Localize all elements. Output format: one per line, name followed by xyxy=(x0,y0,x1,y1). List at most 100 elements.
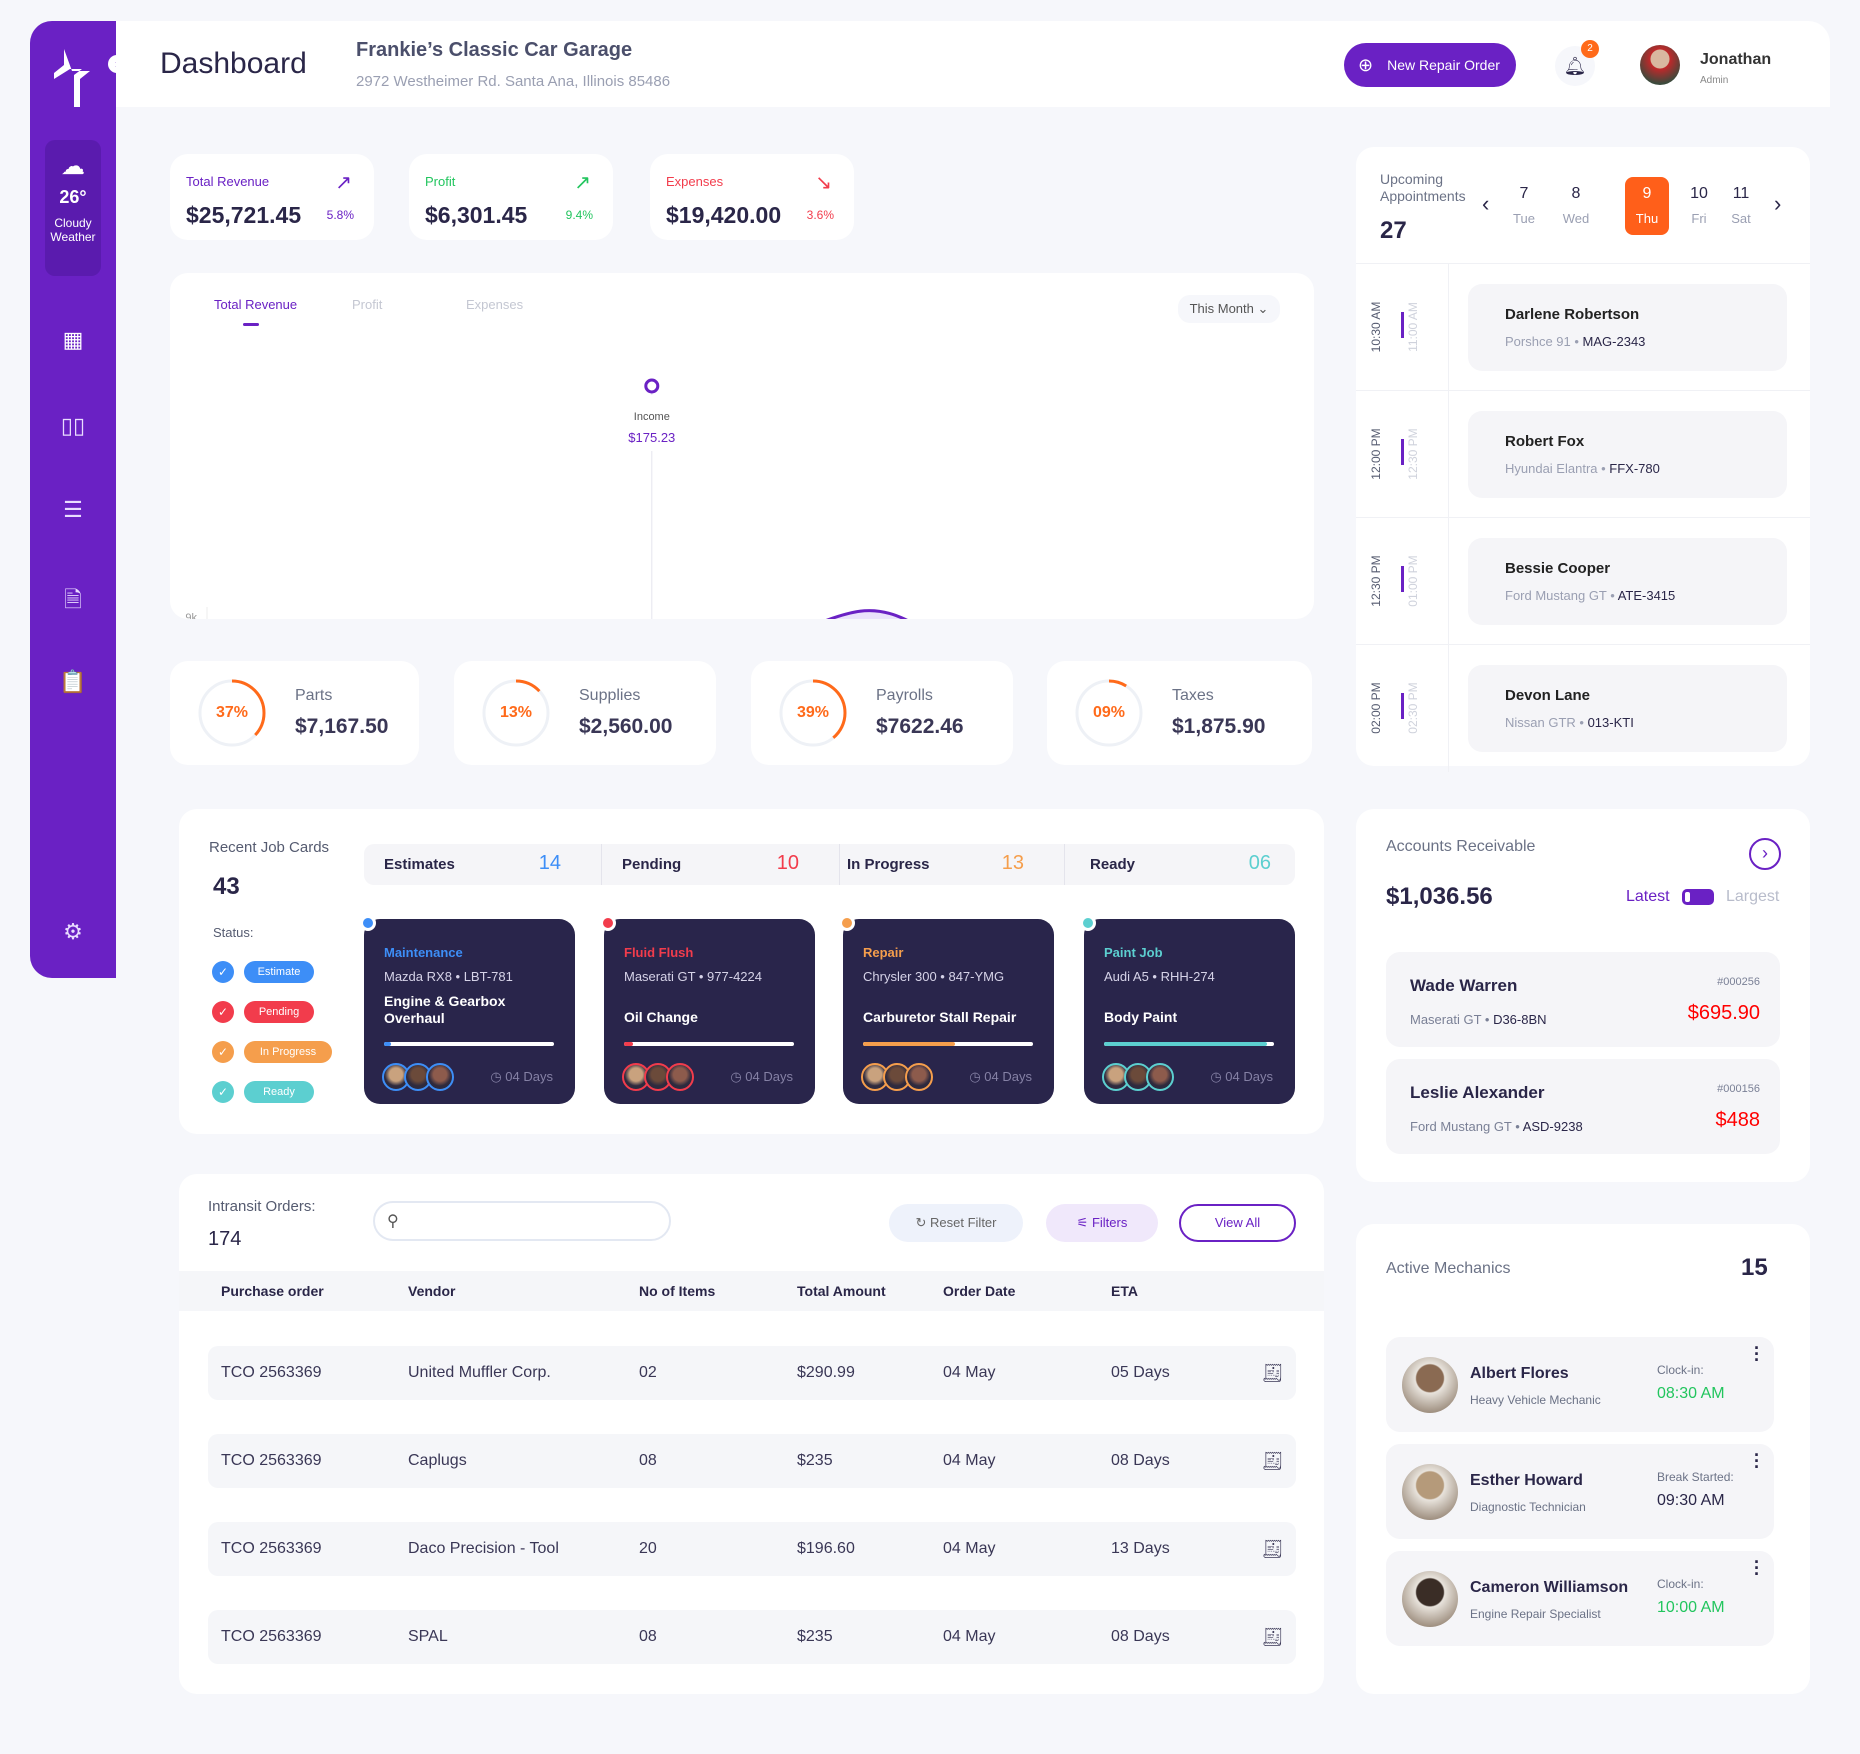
assignee-avatars xyxy=(382,1063,454,1091)
percent-ring xyxy=(1075,679,1143,747)
toggle-largest-label[interactable]: Largest xyxy=(1726,888,1780,905)
more-options-icon[interactable]: · · · xyxy=(1754,1338,1760,1370)
trend-up-arrow-icon: ↗ xyxy=(574,172,591,194)
status-filter-in-progress[interactable]: ✓ In Progress xyxy=(212,1041,332,1063)
column-header[interactable]: No of Items xyxy=(639,1283,716,1299)
status-filter-pending[interactable]: ✓ Pending xyxy=(212,1001,314,1023)
invoice-id: #000156 xyxy=(1717,1083,1760,1095)
check-icon[interactable]: ✓ xyxy=(212,1041,234,1063)
job-card[interactable]: Paint Job Audi A5 • RHH-274 Body Paint ◷… xyxy=(1080,915,1295,1104)
stat-percent: 13% xyxy=(499,704,533,721)
check-icon[interactable]: ✓ xyxy=(212,1081,234,1103)
status-filter-ready[interactable]: ✓ Ready xyxy=(212,1081,314,1103)
user-avatar[interactable] xyxy=(1640,45,1680,85)
column-header[interactable]: Purchase order xyxy=(221,1283,324,1299)
user-name[interactable]: Jonathan xyxy=(1700,51,1772,68)
appointment-row: 12:30 PM 01:00 PM Bessie Cooper Ford Mus… xyxy=(1356,517,1810,645)
filters-button[interactable]: ⚟ Filters xyxy=(1046,1204,1158,1242)
customer-name: Darlene Robertson xyxy=(1505,306,1640,323)
chart-tab[interactable]: Total Revenue xyxy=(214,297,298,312)
appointment-card[interactable]: Robert Fox Hyundai Elantra • FFX-780 xyxy=(1468,411,1787,498)
check-icon[interactable]: ✓ xyxy=(212,961,234,983)
amount-due: $695.90 xyxy=(1687,1002,1760,1024)
calendar-day[interactable]: 11 Sat xyxy=(1731,185,1751,226)
chart-tab[interactable]: Profit xyxy=(352,297,383,312)
cell: 08 Days xyxy=(1111,1628,1170,1645)
chevron-down-icon: ⌄ xyxy=(1257,301,1269,316)
job-count-in-progress[interactable]: In Progress 13 xyxy=(827,844,1065,885)
document-icon[interactable]: 🗎 xyxy=(64,587,82,612)
appointment-card[interactable]: Darlene Robertson Porshce 91 • MAG-2343 xyxy=(1468,284,1787,371)
job-card[interactable]: Maintenance Mazda RX8 • LBT-781 Engine &… xyxy=(360,915,575,1104)
tooltip-box xyxy=(606,395,697,451)
receivable-item[interactable]: Wade Warren Maserati GT • D36-8BN #00025… xyxy=(1386,952,1780,1047)
chart-tab[interactable]: Expenses xyxy=(466,297,524,312)
expense-stat-card: 37% Parts $7,167.50 xyxy=(170,661,419,765)
toggle-latest-label[interactable]: Latest xyxy=(1626,888,1670,905)
view-all-button[interactable]: View All xyxy=(1179,1204,1296,1242)
mechanics-count: 15 xyxy=(1741,1254,1768,1281)
column-header[interactable]: Total Amount xyxy=(797,1283,886,1299)
mechanic-avatar xyxy=(1402,1464,1458,1520)
orders-search-input[interactable]: ⚲ xyxy=(373,1201,671,1241)
receipt-icon[interactable]: 🧾︎ xyxy=(1261,1363,1284,1383)
job-card[interactable]: Repair Chrysler 300 • 847-YMG Carburetor… xyxy=(839,915,1054,1104)
kpi-label: Expenses xyxy=(666,174,724,189)
columns-icon[interactable]: ▯▯ xyxy=(60,413,86,438)
receipt-icon[interactable]: 🧾︎ xyxy=(1261,1451,1284,1471)
cell: Caplugs xyxy=(408,1452,467,1469)
column-header[interactable]: ETA xyxy=(1111,1283,1138,1299)
cell: TCO 2563369 xyxy=(221,1452,322,1469)
job-count-pending[interactable]: Pending 10 xyxy=(602,844,840,885)
revenue-chart: 1k3k5k7k9k9kMay 13May 14May 15May 16May … xyxy=(185,378,909,619)
dashboard-grid-icon[interactable]: ▦ xyxy=(62,327,84,352)
stat-label: Taxes xyxy=(1172,687,1214,704)
appointment-card[interactable]: Devon Lane Nissan GTR • 013-KTI xyxy=(1468,665,1787,752)
mechanic-item[interactable]: Cameron Williamson Engine Repair Special… xyxy=(1386,1551,1774,1646)
prev-day-button[interactable]: ‹ xyxy=(1482,191,1490,216)
calendar-day[interactable]: 9 Thu xyxy=(1625,177,1669,235)
clipboard-icon[interactable]: 📋 xyxy=(59,669,87,694)
receivable-next-button[interactable]: › xyxy=(1749,838,1781,870)
appointments-count: 27 xyxy=(1380,217,1407,244)
list-icon[interactable]: ☰ xyxy=(63,497,83,522)
mechanic-item[interactable]: Esther Howard Diagnostic Technician Brea… xyxy=(1386,1444,1774,1539)
receipt-icon[interactable]: 🧾︎ xyxy=(1261,1539,1284,1559)
calendar-day[interactable]: 8 Wed xyxy=(1562,185,1590,226)
range-select[interactable]: This Month ⌄ xyxy=(1178,295,1280,323)
more-options-icon[interactable]: · · · xyxy=(1754,1445,1760,1477)
sort-toggle[interactable] xyxy=(1682,889,1714,905)
receivable-title: Accounts Receivable xyxy=(1386,838,1536,855)
time-bar xyxy=(1401,566,1404,592)
calendar-day[interactable]: 7 Tue xyxy=(1513,185,1535,226)
table-row[interactable]: TCO 2563369 United Muffler Corp. 02 $290.99… xyxy=(208,1346,1296,1400)
appointments-title: Upcoming Appointments xyxy=(1380,171,1466,204)
calendar-day[interactable]: 10 Fri xyxy=(1690,185,1708,226)
chevron-right-icon: › xyxy=(1762,843,1768,863)
receivable-item[interactable]: Leslie Alexander Ford Mustang GT • ASD-9… xyxy=(1386,1059,1780,1154)
mechanic-role: Heavy Vehicle Mechanic xyxy=(1470,1393,1601,1407)
receipt-icon[interactable]: 🧾︎ xyxy=(1261,1627,1284,1647)
business-address: 2972 Westheimer Rd. Santa Ana, Illinois … xyxy=(356,73,671,90)
job-card[interactable]: Fluid Flush Maserati GT • 977-4224 Oil C… xyxy=(600,915,815,1104)
next-day-button[interactable]: › xyxy=(1774,191,1782,216)
column-header[interactable]: Vendor xyxy=(408,1283,456,1299)
table-row[interactable]: TCO 2563369 Caplugs 08 $235 04 May 08 Days 🧾︎ xyxy=(208,1434,1296,1488)
appointment-card[interactable]: Bessie Cooper Ford Mustang GT • ATE-3415 xyxy=(1468,538,1787,625)
table-row[interactable]: TCO 2563369 Daco Precision - Tool 20 $196.6… xyxy=(208,1522,1296,1576)
customer-name: Robert Fox xyxy=(1505,433,1585,450)
check-icon[interactable]: ✓ xyxy=(212,1001,234,1023)
new-repair-order-button[interactable]: ⊕ New Repair Order xyxy=(1344,43,1516,87)
more-options-icon[interactable]: · · · xyxy=(1754,1552,1760,1584)
status-filter-estimate[interactable]: ✓ Estimate xyxy=(212,961,314,983)
table-row[interactable]: TCO 2563369 SPAL 08 $235 04 May 08 Days 🧾︎ xyxy=(208,1610,1296,1664)
notifications-button[interactable]: 🔔︎ 2 xyxy=(1555,40,1599,86)
settings-gear-icon[interactable]: ⚙ xyxy=(63,919,83,944)
job-count-ready[interactable]: Ready 06 xyxy=(1090,852,1271,874)
reset-filter-button[interactable]: ↻ Reset Filter xyxy=(889,1204,1023,1242)
cell: 05 Days xyxy=(1111,1364,1170,1381)
job-count-estimates[interactable]: Estimates 14 xyxy=(364,844,602,885)
sliders-icon: ⚟ xyxy=(1076,1215,1089,1230)
mechanic-item[interactable]: Albert Flores Heavy Vehicle Mechanic Clo… xyxy=(1386,1337,1774,1432)
column-header[interactable]: Order Date xyxy=(943,1283,1016,1299)
